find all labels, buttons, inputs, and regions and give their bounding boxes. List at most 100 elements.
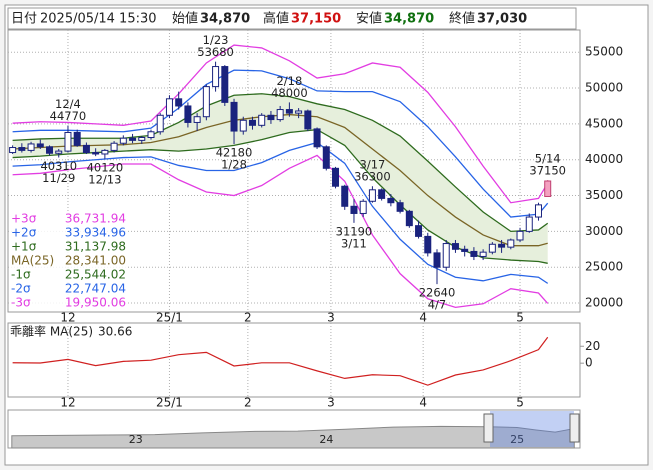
y-tick-label: 0	[585, 356, 593, 370]
navigator-tick-label: 23	[129, 433, 143, 446]
candle-body	[101, 149, 109, 155]
y-tick-label: 40000	[585, 152, 623, 166]
annotation-value: 48000	[271, 86, 308, 100]
x-tick-label: 12	[60, 396, 75, 410]
candle-body	[516, 230, 524, 241]
header-label: 安値	[356, 11, 382, 27]
x-tick-label: 25/1	[156, 311, 183, 325]
y-tick-label: 30000	[585, 224, 623, 238]
annotation-value: 37150	[529, 164, 566, 178]
candle-body	[221, 66, 229, 103]
annotation-date: 1/28	[221, 158, 247, 172]
y-tick-label: 35000	[585, 188, 623, 202]
header-label: 終値	[449, 11, 475, 27]
header-value: 37,150	[291, 12, 341, 27]
navigator-handle[interactable]	[569, 413, 580, 443]
candle-body	[451, 243, 459, 250]
y-tick-label: 25000	[585, 260, 623, 274]
candle-body	[341, 185, 349, 207]
candle-body	[479, 251, 487, 257]
candle-body	[92, 152, 100, 155]
candle-body	[498, 243, 506, 248]
sub-title: 乖離率 MA(25)	[10, 324, 93, 339]
candle-body	[396, 202, 404, 212]
sub-panel	[7, 322, 581, 398]
legend-value: 28,341.00	[65, 254, 126, 268]
candle-body	[488, 243, 496, 253]
navigator-tick-label: 24	[319, 433, 333, 446]
candle-body	[18, 147, 26, 151]
candle-body	[165, 98, 173, 116]
candle-body	[415, 225, 423, 237]
y-tick-label: 50000	[585, 81, 623, 95]
legend-name: -2σ	[11, 282, 31, 296]
header-bar	[7, 7, 577, 30]
annotation-date: 3/17	[360, 158, 386, 172]
annotation-date: 5/14	[535, 152, 561, 166]
x-tick-label: 12	[60, 311, 75, 325]
candle-body	[73, 131, 81, 146]
candle-body	[129, 137, 137, 141]
navigator-tick-label: 25	[510, 433, 524, 446]
band-line	[12, 69, 549, 218]
candle-body	[424, 235, 432, 254]
candle-body	[405, 210, 413, 227]
y-tick-label: 20	[585, 339, 600, 353]
legend-name: -1σ	[11, 268, 31, 282]
candle-body	[258, 114, 266, 126]
legend-value: 22,747.04	[65, 282, 126, 296]
annotation-date: 12/4	[55, 97, 81, 111]
candle-body	[212, 66, 220, 88]
x-tick-label: 2	[244, 311, 252, 325]
header-value: 37,030	[477, 12, 527, 27]
annotation-date: 12/13	[88, 172, 121, 186]
x-tick-label: 4	[419, 311, 427, 325]
annotation-value: 44770	[50, 109, 87, 123]
x-tick-label: 5	[516, 396, 524, 410]
candle-body	[202, 86, 210, 118]
candle-body	[285, 109, 293, 114]
legend-value: 19,950.06	[65, 296, 126, 310]
sub-value: 30.66	[98, 325, 132, 339]
x-tick-label: 3	[327, 311, 335, 325]
band-line	[12, 141, 549, 284]
candle-body	[239, 119, 247, 132]
x-tick-label: 25/1	[156, 396, 183, 410]
legend-name: +3σ	[11, 212, 37, 226]
candle-body	[350, 205, 358, 214]
annotation-value: 53680	[197, 45, 234, 59]
candle-body	[267, 114, 275, 121]
candle-body	[248, 119, 256, 126]
candle-body	[55, 150, 63, 154]
candle-body	[193, 116, 201, 123]
candle-body	[368, 189, 376, 202]
candle-body	[313, 128, 321, 148]
legend-value: 31,137.98	[65, 240, 126, 254]
candle-body	[9, 147, 17, 154]
deviation-line	[12, 336, 549, 386]
candle-body	[110, 142, 118, 151]
x-tick-label: 4	[419, 396, 427, 410]
candle-body	[544, 180, 552, 197]
annotation-value: 31190	[336, 224, 373, 238]
candle-body	[359, 200, 367, 214]
band-line	[12, 44, 549, 204]
legend-name: MA(25)	[11, 254, 54, 268]
annotation-date: 11/29	[42, 171, 75, 185]
candle-body	[534, 204, 542, 218]
candle-body	[442, 243, 450, 268]
navigator-handle[interactable]	[483, 413, 494, 443]
candle-body	[64, 131, 72, 152]
candle-body	[147, 131, 155, 138]
candle-body	[433, 252, 441, 268]
legend-value: 36,731.94	[65, 212, 126, 226]
candle-body	[470, 250, 478, 257]
candle-body	[378, 189, 386, 199]
annotation-date: 3/11	[341, 236, 367, 250]
candle-body	[295, 110, 303, 114]
annotation-value: 42180	[216, 146, 253, 160]
navigator-window	[490, 411, 574, 447]
candle-body	[27, 143, 35, 151]
header-value: 34,870	[384, 12, 434, 27]
